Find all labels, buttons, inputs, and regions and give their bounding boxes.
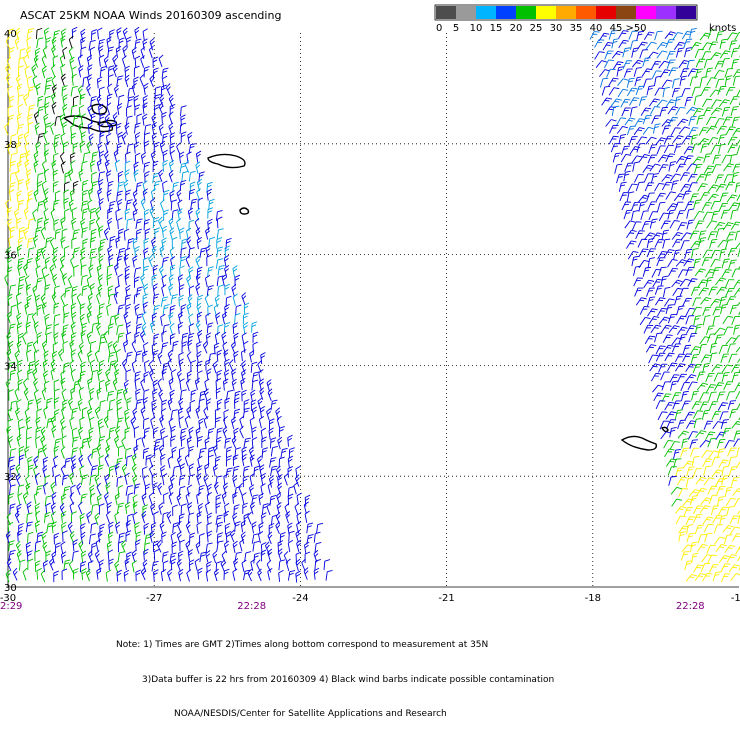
- footnote-line-2: 3)Data buffer is 22 hrs from 20160309 4)…: [116, 675, 554, 687]
- lat-tick-label: 30: [4, 583, 17, 594]
- legend-unit: knots: [709, 23, 736, 34]
- legend-label: 10: [470, 23, 483, 34]
- legend-swatch: [536, 6, 556, 19]
- legend-swatch: [616, 6, 636, 19]
- footnotes: Note: 1) Times are GMT 2)Times along bot…: [116, 617, 554, 744]
- legend-swatch: [516, 6, 536, 19]
- wind-map: ASCAT 25KM NOAA Winds 20160309 ascending…: [0, 0, 740, 650]
- legend-swatch: [476, 6, 496, 19]
- legend-swatch: [596, 6, 616, 19]
- legend-label: 45: [610, 23, 623, 34]
- legend-swatch: [496, 6, 516, 19]
- legend-swatch: [456, 6, 476, 19]
- legend-swatch: [576, 6, 596, 19]
- lat-tick-label: 36: [4, 251, 17, 262]
- legend-label: 40: [590, 23, 603, 34]
- legend-label: 15: [490, 23, 503, 34]
- pass-time-label: 22:28: [237, 601, 266, 612]
- legend-label: 20: [510, 23, 523, 34]
- lon-tick-label: -27: [146, 593, 162, 604]
- pass-time-label: 22:29: [0, 601, 22, 612]
- plot-frame: [8, 33, 739, 587]
- legend-label: 25: [530, 23, 543, 34]
- lon-tick-label: -24: [292, 593, 308, 604]
- legend-swatch: [436, 6, 456, 19]
- lat-tick-label: 34: [4, 361, 17, 372]
- legend-swatch: [676, 6, 696, 19]
- legend-label: 35: [570, 23, 583, 34]
- legend-label: 0: [436, 23, 442, 34]
- lon-tick-label: -15: [731, 593, 740, 604]
- legend-label: 30: [550, 23, 563, 34]
- legend-label: 5: [453, 23, 459, 34]
- lat-tick-label: 32: [4, 472, 17, 483]
- pass-time-label: 22:28: [676, 601, 705, 612]
- legend-label: >50: [625, 23, 646, 34]
- lon-tick-label: -21: [438, 593, 454, 604]
- legend-swatch: [636, 6, 656, 19]
- map-plot: -30-27-24-21-18-1540383634323022:2922:28…: [0, 0, 740, 650]
- lat-tick-label: 40: [4, 29, 17, 40]
- lon-tick-label: -18: [585, 593, 601, 604]
- lat-tick-label: 38: [4, 140, 17, 151]
- legend-swatch: [556, 6, 576, 19]
- legend-swatch: [656, 6, 676, 19]
- footnote-line-3: NOAA/NESDIS/Center for Satellite Applica…: [116, 709, 554, 721]
